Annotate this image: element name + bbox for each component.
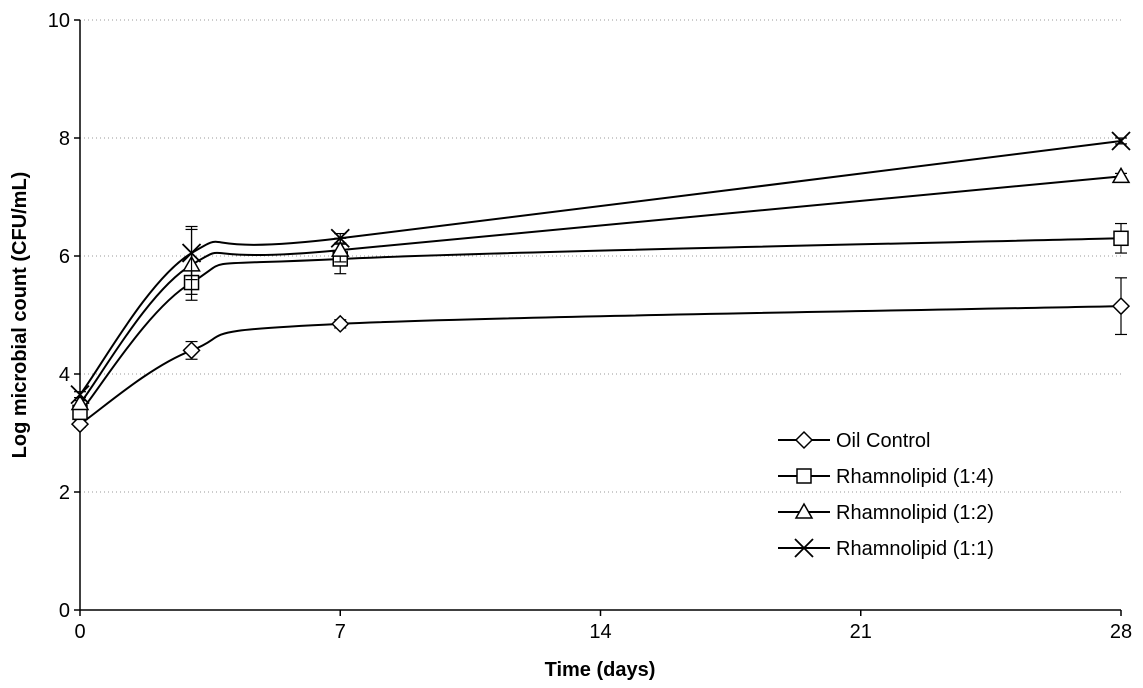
- y-tick-label: 6: [59, 246, 70, 268]
- legend-marker: [796, 468, 812, 484]
- legend-label: Rhamnolipid (1:4): [836, 466, 994, 488]
- legend-item: Rhamnolipid (1:2): [778, 502, 994, 524]
- y-ticks: 0 2 4 6 8 10: [48, 10, 80, 622]
- data-point: [70, 393, 90, 411]
- series-line: [79, 237, 1122, 414]
- legend-marker: [794, 502, 814, 519]
- x-ticks: 0 7 14 21 28: [74, 610, 1132, 643]
- legend-item: Rhamnolipid (1:1): [778, 538, 994, 560]
- legend-marker: [794, 538, 814, 558]
- series-line: [79, 305, 1122, 425]
- y-tick-label: 0: [59, 600, 70, 622]
- legend-label: Rhamnolipid (1:2): [836, 502, 994, 524]
- y-tick-label: 8: [59, 128, 70, 150]
- data-point: [1111, 297, 1131, 316]
- x-tick-label: 7: [335, 621, 346, 643]
- x-axis-title: Time (days): [545, 659, 656, 681]
- x-tick-label: 28: [1110, 621, 1132, 643]
- data-point: [330, 228, 350, 248]
- data-point: [1111, 131, 1131, 151]
- data-point: [181, 243, 202, 263]
- series-0: [70, 277, 1131, 434]
- data-point: [1113, 230, 1129, 247]
- legend-item: Oil Control: [778, 430, 930, 452]
- legend-marker: [794, 430, 814, 450]
- series-3: [70, 131, 1131, 405]
- y-axis-title: Log microbial count (CFU/mL): [9, 172, 31, 459]
- legend-label: Rhamnolipid (1:1): [836, 538, 994, 560]
- data-point: [330, 240, 350, 257]
- gridlines: [80, 19, 1121, 493]
- y-tick-label: 4: [59, 364, 70, 386]
- data-point: [1111, 166, 1131, 184]
- series-line: [79, 175, 1122, 405]
- data-point: [70, 415, 90, 434]
- y-tick-label: 2: [59, 482, 70, 504]
- x-tick-label: 0: [74, 621, 85, 643]
- series-line: [79, 139, 1122, 396]
- data-point: [331, 314, 350, 333]
- series-1: [72, 222, 1129, 421]
- data-point: [182, 341, 201, 360]
- x-tick-label: 14: [589, 621, 611, 643]
- series-group: [70, 131, 1131, 434]
- data-point: [70, 385, 90, 405]
- x-tick-label: 21: [850, 621, 872, 643]
- legend: Oil Control Rhamnolipid (1:4) Rhamnolipid …: [778, 430, 994, 560]
- legend-item: Rhamnolipid (1:4): [778, 466, 994, 488]
- legend-label: Oil Control: [836, 430, 930, 452]
- series-2: [70, 166, 1131, 411]
- y-tick-label: 10: [48, 10, 70, 32]
